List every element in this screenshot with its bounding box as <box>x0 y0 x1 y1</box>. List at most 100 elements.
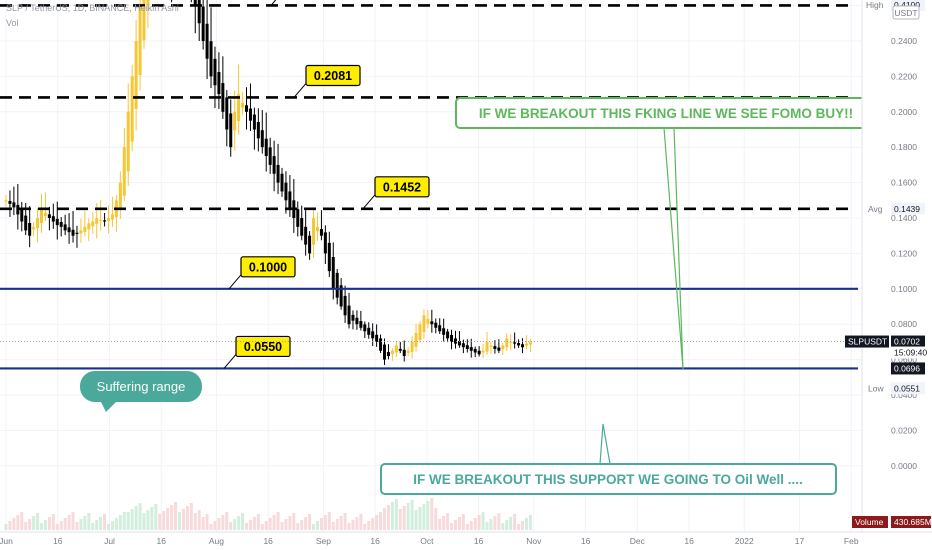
volume-bar <box>217 518 221 530</box>
volume-bar <box>312 524 316 530</box>
candle-body <box>205 23 209 59</box>
volume-bar <box>272 515 276 530</box>
x-axis: Jun 16 Jul 16 Aug 16 Sep 16 Oct 16 Nov 16 Dec 16 2022 1… <box>0 531 932 546</box>
volume-bar <box>505 520 509 530</box>
x-tick-label: 16 <box>263 536 273 546</box>
x-tick-label: Jul <box>104 536 115 546</box>
candle-body <box>386 352 390 357</box>
candle-body <box>327 242 331 272</box>
volume-bar <box>103 514 107 530</box>
candle-body <box>209 41 213 77</box>
candle-body <box>276 164 280 183</box>
candle-body <box>268 147 272 165</box>
volume-bar <box>166 508 170 530</box>
candle-body <box>347 305 351 325</box>
volume-bar <box>315 521 319 530</box>
candle-body <box>87 223 91 230</box>
last-price-bg <box>891 335 925 348</box>
volume-bar <box>375 515 379 530</box>
candle-body <box>524 343 528 346</box>
candle-body <box>59 221 63 227</box>
volume-bar <box>122 512 126 530</box>
level-label-pointer <box>223 354 237 369</box>
support-value: 0.0696 <box>894 363 920 373</box>
volume-bar <box>174 502 178 530</box>
candle-body <box>95 218 99 224</box>
level-label-pointer <box>362 194 376 210</box>
candle-body <box>51 216 55 222</box>
volume-bar <box>107 524 111 530</box>
candle-body <box>16 204 20 215</box>
volume-bar <box>379 512 383 530</box>
candle-body <box>134 41 138 110</box>
volume-bar <box>383 508 387 530</box>
candle-body <box>438 325 442 332</box>
y-axis-panel <box>862 0 932 550</box>
candle-body <box>501 345 505 350</box>
volume-bar <box>410 500 414 530</box>
volume-bar <box>197 510 201 530</box>
candle-body <box>446 331 450 339</box>
volume-bar <box>126 512 130 530</box>
volume-bar <box>252 517 256 530</box>
volume-bar <box>205 514 209 530</box>
level-label-box <box>240 256 296 278</box>
candle-body <box>335 272 339 298</box>
volume-bar <box>237 516 241 530</box>
candle-body <box>43 212 47 217</box>
candle-body <box>197 0 201 24</box>
candle-body <box>469 347 473 351</box>
candle-body <box>453 338 457 344</box>
currency-box <box>892 5 920 20</box>
volume-bar <box>280 522 284 530</box>
candle-body <box>280 173 284 192</box>
volume-bar <box>394 499 398 530</box>
volume-bar <box>288 516 292 530</box>
volume-bar <box>284 519 288 530</box>
y-tick-label: 0.0200 <box>891 425 917 435</box>
volume-bar <box>181 509 185 530</box>
volume-bar <box>426 501 430 530</box>
volume-bar <box>245 523 249 530</box>
candle-body <box>110 214 114 220</box>
volume-bar <box>150 507 154 530</box>
candle-body <box>260 130 264 148</box>
support-value-bg <box>891 362 925 375</box>
volume-bar <box>142 513 146 530</box>
candle-body <box>107 218 111 221</box>
candle-body <box>118 182 122 209</box>
candle-body <box>513 342 517 344</box>
y-tick-label: 0.1800 <box>891 142 917 152</box>
level-label-box <box>374 176 430 198</box>
candle-body <box>55 218 59 226</box>
candle-body <box>272 156 276 174</box>
candle-body <box>410 341 414 352</box>
volume-bar <box>414 510 418 530</box>
volume-bar <box>51 514 55 530</box>
candle-body <box>485 341 489 352</box>
x-tick-label: 17 <box>795 536 805 546</box>
volume-bar <box>260 524 264 530</box>
candle-body <box>241 102 245 108</box>
candle-body <box>122 147 126 196</box>
volume-bar <box>453 520 457 530</box>
volume-bar <box>91 523 95 530</box>
volume-bar <box>32 516 36 530</box>
x-tick-label: 16 <box>157 536 167 546</box>
y-tick-label: 0.2000 <box>891 107 917 117</box>
candle-body <box>505 338 509 348</box>
volume-bar <box>185 506 189 530</box>
volume-bar <box>473 518 477 530</box>
volume-bar <box>296 523 300 530</box>
candle-body <box>36 218 40 229</box>
range-bubble-tail <box>100 400 118 412</box>
candle-body <box>264 138 268 157</box>
volume-bar <box>422 504 426 530</box>
range-bubble <box>80 371 202 402</box>
top-callout-text: IF WE BREAKOUT THIS FKING LINE WE SEE FO… <box>479 106 853 121</box>
candle-body <box>32 226 36 230</box>
candle-body <box>8 200 12 204</box>
bottom-callout-text: IF WE BREAKOUT THIS SUPPORT WE GOING TO … <box>413 472 803 487</box>
